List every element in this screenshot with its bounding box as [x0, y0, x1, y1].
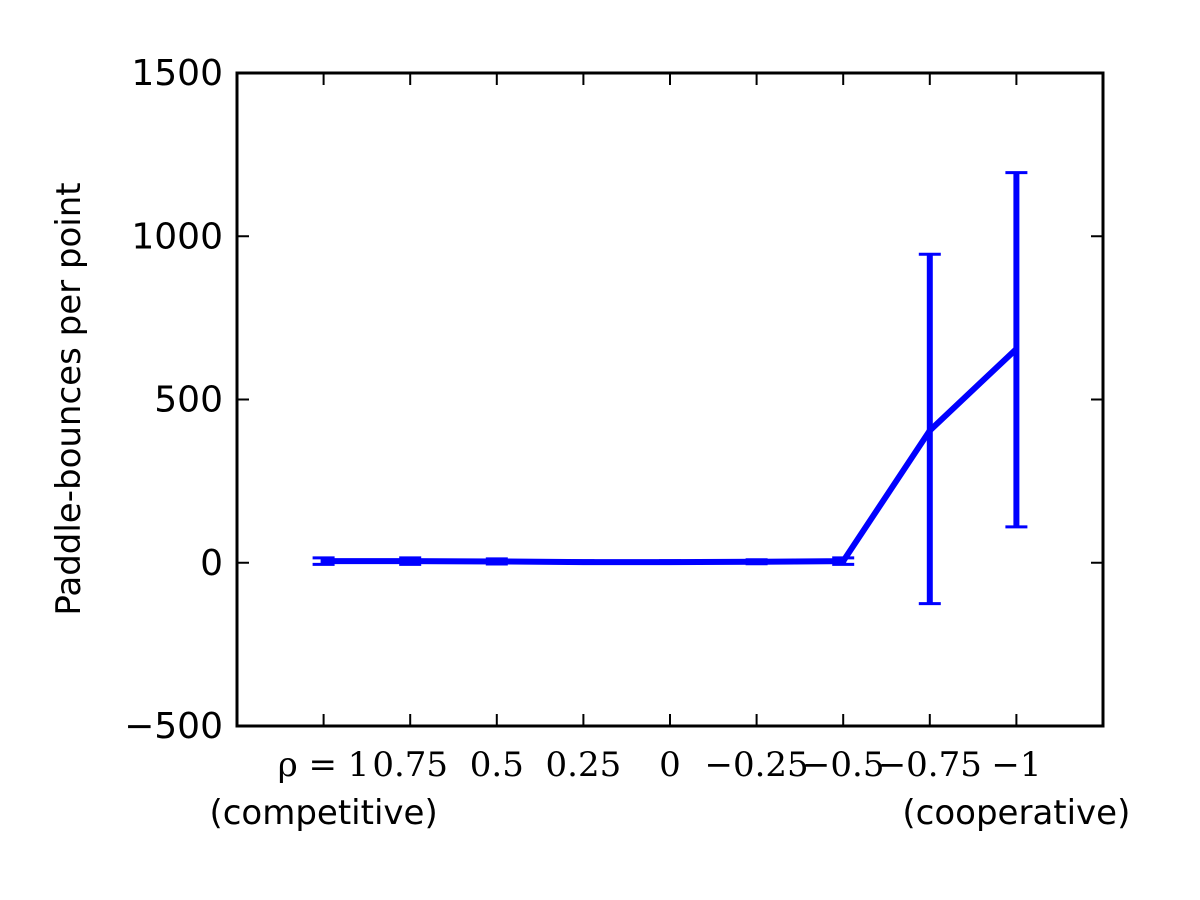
series-line	[323, 346, 1019, 566]
y-tick-label: 500	[154, 380, 223, 421]
x-tick-label: −0.25	[704, 745, 808, 785]
y-tick-label: 1000	[131, 216, 223, 257]
y-tick-label: 1500	[131, 53, 223, 94]
x-tick-label: ρ = 1	[278, 745, 370, 785]
x-tick-label: −0.75	[878, 745, 982, 785]
y-axis-label: Paddle-bounces per point	[49, 182, 89, 615]
x-tick-label: −1	[991, 745, 1041, 785]
x-tick-label: −0.5	[802, 745, 885, 785]
y-tick-label: 0	[200, 543, 223, 584]
x-tick-label: 0.5	[470, 745, 524, 785]
x-tick-label: 0	[659, 745, 681, 785]
x-tick-label: 0.75	[372, 745, 448, 785]
plot-area	[237, 73, 1103, 726]
y-tick-label: −500	[124, 706, 223, 747]
plot-frame	[235, 71, 1105, 728]
x-tick-label: 0.25	[546, 745, 622, 785]
annotation-cooperative: (cooperative)	[902, 793, 1130, 833]
annotation-competitive: (competitive)	[209, 793, 437, 833]
